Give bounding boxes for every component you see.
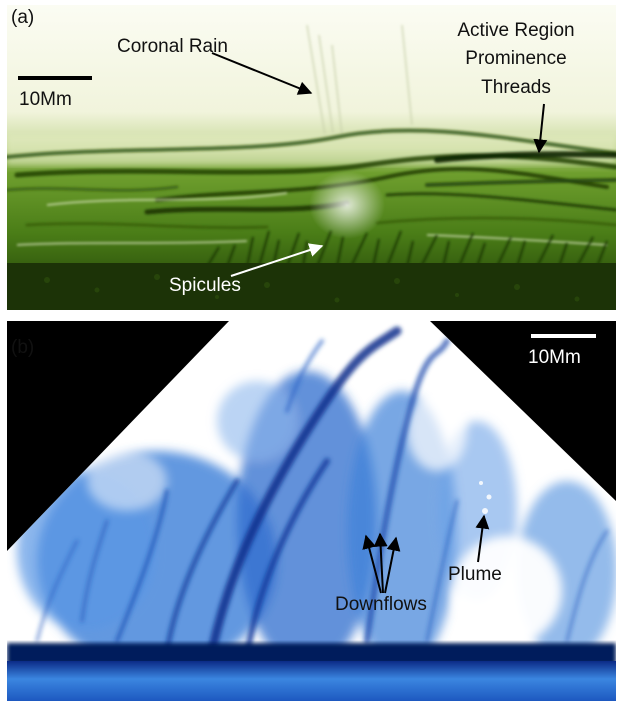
prominence-label-line2: Prominence xyxy=(465,48,567,69)
plume-arrow xyxy=(475,514,490,563)
panel-a-scale-label: 10Mm xyxy=(19,89,72,110)
downflows-arrow-3 xyxy=(384,536,401,594)
prominence-label-line1: Active Region xyxy=(457,20,575,41)
downflows-label: Downflows xyxy=(335,594,427,615)
panel-a-scale-bar xyxy=(18,76,92,80)
panel-a xyxy=(7,5,616,310)
panel-b xyxy=(7,321,616,701)
panel-b-scale-bar xyxy=(531,334,596,338)
panel-b-tag: (b) xyxy=(11,337,35,358)
downflows-arrow-2 xyxy=(373,532,388,594)
spicules-arrow xyxy=(230,243,324,277)
prominence-arrow xyxy=(533,103,548,154)
panel-b-scale-label: 10Mm xyxy=(528,347,581,368)
panel-a-tag: (a) xyxy=(11,7,35,28)
spicules-label: Spicules xyxy=(169,275,241,296)
plume-label: Plume xyxy=(448,564,502,585)
downflows-arrow-1 xyxy=(362,534,382,594)
coronal-rain-arrow xyxy=(211,52,313,95)
prominence-label-line3: Threads xyxy=(481,77,551,98)
panel-b-image xyxy=(7,321,616,701)
panel-a-image xyxy=(7,5,616,310)
coronal-rain-label: Coronal Rain xyxy=(117,36,228,57)
